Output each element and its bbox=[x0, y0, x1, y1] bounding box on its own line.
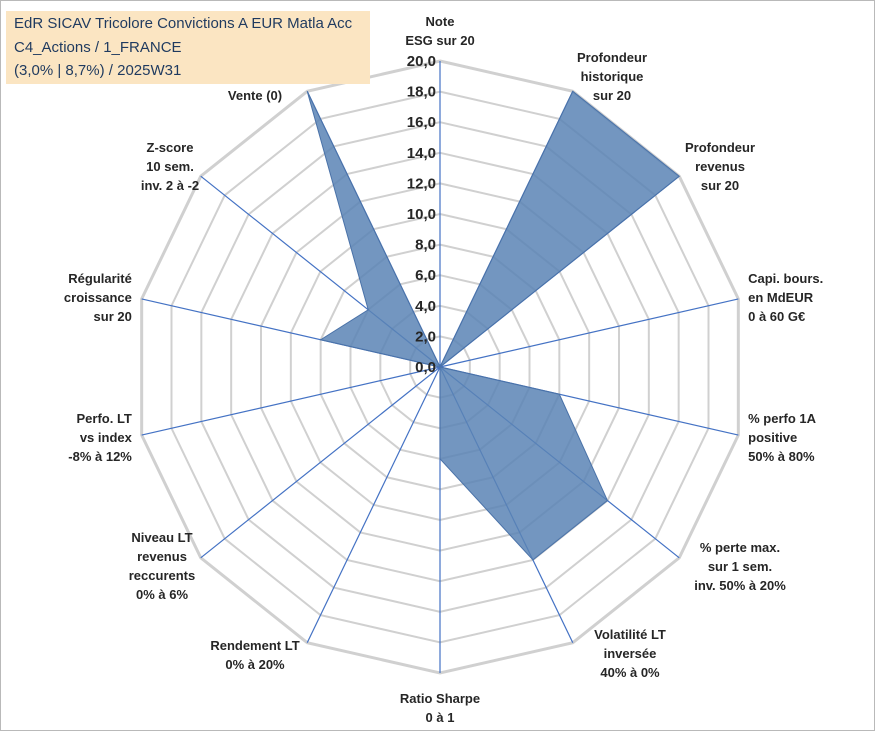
axis-label-11: Régularité croissance sur 20 bbox=[64, 271, 132, 324]
axis-label-line: Z-score bbox=[147, 140, 194, 155]
axis-label-12: Z-score 10 sem. inv. 2 à -2 bbox=[141, 140, 199, 193]
tick-label: 12,0 bbox=[407, 175, 436, 192]
axis-label-line: revenus bbox=[695, 159, 745, 174]
axis-spoke-3 bbox=[439, 298, 739, 368]
axis-label-line: Rendement LT bbox=[210, 638, 299, 653]
axis-spoke-10 bbox=[141, 366, 441, 436]
axis-label-10: Perfo. LT vs index -8% à 12% bbox=[68, 411, 132, 464]
axis-label-line: Capi. bours. bbox=[748, 271, 823, 286]
axis-label-line: vs index bbox=[80, 430, 133, 445]
radar-tick-labels: 0,0 2,0 4,0 6,0 8,0 10,0 12,0 14,0 16,0 18,0 20,0 bbox=[407, 53, 436, 376]
axis-label-line: 0 à 1 bbox=[426, 710, 455, 725]
chart-title-box: EdR SICAV Tricolore Convictions A EUR Ma… bbox=[6, 11, 370, 84]
tick-label: 4,0 bbox=[415, 298, 436, 315]
axis-label-2: Profondeur revenus sur 20 bbox=[685, 140, 755, 193]
tick-label: 8,0 bbox=[415, 237, 436, 254]
axis-label-line: inversée bbox=[604, 646, 657, 661]
axis-label-1: Profondeur historique sur 20 bbox=[577, 50, 647, 103]
axis-label-8: Rendement LT 0% à 20% bbox=[210, 638, 299, 672]
axis-label-line: positive bbox=[748, 430, 797, 445]
axis-label-line: 50% à 80% bbox=[748, 449, 815, 464]
axis-label-line: Profondeur bbox=[685, 140, 755, 155]
axis-label-line: sur 20 bbox=[701, 178, 739, 193]
axis-label-line: ESG sur 20 bbox=[405, 33, 474, 48]
axis-label-line: sur 20 bbox=[94, 309, 132, 324]
axis-label-line: inv. 2 à -2 bbox=[141, 178, 199, 193]
axis-label-line: % perfo 1A bbox=[748, 411, 817, 426]
axis-spoke-9 bbox=[200, 366, 441, 559]
tick-label: 16,0 bbox=[407, 114, 436, 131]
tick-label: 10,0 bbox=[407, 206, 436, 223]
axis-label-line: sur 20 bbox=[593, 88, 631, 103]
axis-label-line: -8% à 12% bbox=[68, 449, 132, 464]
axis-label-line: Ratio Sharpe bbox=[400, 691, 480, 706]
radar-series bbox=[306, 90, 681, 561]
tick-label: 2,0 bbox=[415, 328, 436, 345]
axis-label-line: Perfo. LT bbox=[76, 411, 131, 426]
tick-label: 18,0 bbox=[407, 84, 436, 101]
axis-label-line: revenus bbox=[137, 549, 187, 564]
axis-label-line: 0 à 60 G€ bbox=[748, 309, 805, 324]
tick-label: 14,0 bbox=[407, 145, 436, 162]
title-category: C4_Actions / 1_FRANCE bbox=[14, 39, 182, 56]
axis-label-line: reccurents bbox=[129, 568, 195, 583]
axis-label-3: Capi. bours. en MdEUR 0 à 60 G€ bbox=[748, 271, 823, 324]
axis-label-6: Volatilité LT inversée 40% à 0% bbox=[594, 627, 666, 680]
axis-label-line: inv. 50% à 20% bbox=[694, 578, 786, 593]
axis-label-line: Régularité bbox=[68, 271, 132, 286]
axis-label-line: Vente (0) bbox=[228, 88, 282, 103]
tick-label: 20,0 bbox=[407, 53, 436, 70]
axis-label-line: croissance bbox=[64, 290, 132, 305]
axis-label-line: sur 1 sem. bbox=[708, 559, 772, 574]
axis-label-line: 10 sem. bbox=[146, 159, 194, 174]
axis-label-line: Volatilité LT bbox=[594, 627, 666, 642]
axis-label-9: Niveau LT revenus reccurents 0% à 6% bbox=[129, 530, 195, 602]
axis-label-7: Ratio Sharpe 0 à 1 bbox=[400, 691, 480, 725]
axis-spoke-8 bbox=[306, 366, 441, 643]
axis-label-line: historique bbox=[581, 69, 644, 84]
axis-label-line: en MdEUR bbox=[748, 290, 814, 305]
tick-label: 6,0 bbox=[415, 267, 436, 284]
axis-label-4: % perfo 1A positive 50% à 80% bbox=[748, 411, 817, 464]
axis-label-line: Niveau LT bbox=[131, 530, 192, 545]
axis-label-line: Profondeur bbox=[577, 50, 647, 65]
axis-label-line: 40% à 0% bbox=[600, 665, 660, 680]
axis-label-line: 0% à 20% bbox=[225, 657, 285, 672]
axis-label-line: 0% à 6% bbox=[136, 587, 188, 602]
title-fund-name: EdR SICAV Tricolore Convictions A EUR Ma… bbox=[14, 15, 353, 32]
axis-label-5: % perte max. sur 1 sem. inv. 50% à 20% bbox=[694, 540, 786, 593]
axis-label-0: Note ESG sur 20 bbox=[405, 14, 474, 48]
tick-label: 0,0 bbox=[415, 359, 436, 376]
axis-label-line: Note bbox=[426, 14, 455, 29]
axis-label-line: % perte max. bbox=[700, 540, 780, 555]
title-stats: (3,0% | 8,7%) / 2025W31 bbox=[14, 62, 182, 79]
